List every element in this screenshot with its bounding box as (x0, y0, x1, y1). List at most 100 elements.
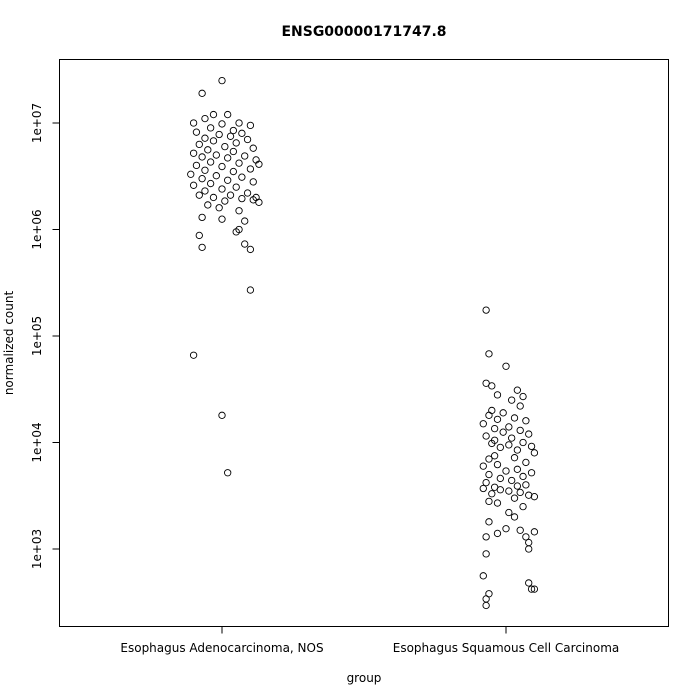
data-point (229, 147, 238, 156)
data-point (488, 439, 496, 448)
data-point (201, 114, 209, 123)
data-point (479, 572, 487, 580)
data-point (527, 442, 536, 451)
y-axis: 1e+03 1e+04 1e+05 1e+06 1e+07 (30, 103, 60, 569)
data-point (502, 467, 510, 475)
data-point (206, 158, 215, 166)
data-point (232, 228, 240, 236)
data-point (513, 386, 522, 394)
data-point (479, 484, 487, 493)
data-point (513, 446, 522, 454)
data-point (189, 181, 198, 189)
data-point (218, 185, 226, 193)
data-point (499, 428, 507, 436)
data-point (508, 396, 516, 404)
data-point (204, 146, 212, 154)
data-point (508, 434, 516, 442)
data-point (482, 432, 490, 440)
data-point (229, 126, 238, 135)
data-point (201, 134, 209, 142)
data-point (516, 488, 524, 497)
data-point (187, 170, 195, 178)
data-point (530, 528, 539, 536)
data-point (235, 119, 243, 127)
data-point (246, 165, 255, 173)
data-point (508, 476, 516, 485)
data-point (215, 130, 223, 139)
data-point (519, 502, 527, 511)
data-point (212, 172, 220, 180)
data-point (519, 438, 527, 447)
data-point (189, 351, 198, 359)
data-point (485, 350, 493, 358)
data-point (485, 497, 493, 506)
data-point (530, 449, 539, 457)
data-point (246, 121, 255, 130)
data-point (195, 140, 203, 149)
data-point (255, 198, 263, 206)
y-tick-label: 1e+05 (30, 316, 44, 356)
data-point (192, 128, 201, 136)
data-point (218, 215, 226, 223)
data-point (226, 132, 235, 140)
data-point (201, 187, 209, 195)
data-point (510, 454, 519, 462)
data-point (485, 518, 493, 526)
data-point (527, 469, 536, 477)
x-tick-label: Esophagus Adenocarcinoma, NOS (120, 641, 323, 655)
data-point (499, 409, 507, 417)
data-point (235, 207, 243, 215)
data-point (195, 231, 203, 240)
data-point (488, 490, 496, 498)
data-point (198, 243, 206, 251)
data-point (212, 151, 220, 159)
y-tick-label: 1e+06 (30, 209, 44, 249)
y-tick-label: 1e+07 (30, 103, 44, 143)
data-point (505, 423, 513, 431)
data-point (243, 189, 252, 197)
data-point (493, 415, 502, 423)
data-point (218, 120, 226, 128)
data-point (479, 420, 487, 428)
data-point (496, 474, 504, 483)
data-point (519, 472, 527, 481)
data-point (249, 178, 257, 186)
data-point (209, 110, 218, 119)
data-point (224, 154, 232, 162)
data-point (189, 149, 198, 157)
data-point (482, 306, 490, 314)
y-axis-label: normalized count (2, 291, 16, 396)
data-point (525, 430, 533, 438)
data-point (198, 213, 206, 222)
data-point (238, 194, 246, 203)
x-tick-label: Esophagus Squamous Cell Carcinoma (393, 641, 620, 655)
data-point (218, 76, 226, 85)
data-point (493, 529, 502, 538)
data-point (232, 183, 240, 191)
data-point (522, 481, 530, 489)
data-point (192, 161, 201, 170)
data-point (243, 135, 252, 144)
data-point (493, 460, 502, 469)
data-point (513, 482, 522, 490)
data-point (232, 139, 240, 147)
data-point (189, 119, 198, 127)
data-point (525, 538, 533, 547)
data-point (204, 201, 212, 209)
data-point (229, 167, 238, 176)
data-point (224, 176, 232, 184)
data-point (238, 173, 246, 181)
data-point (522, 458, 530, 467)
data-point (218, 411, 226, 419)
data-point (482, 550, 490, 558)
data-point (482, 478, 490, 487)
data-point (527, 585, 536, 593)
data-point (201, 166, 209, 174)
y-tick-label: 1e+03 (30, 529, 44, 569)
data-point (249, 144, 257, 152)
data-point (246, 245, 255, 254)
data-point (516, 526, 524, 534)
data-point (198, 175, 206, 183)
data-point (525, 579, 533, 587)
